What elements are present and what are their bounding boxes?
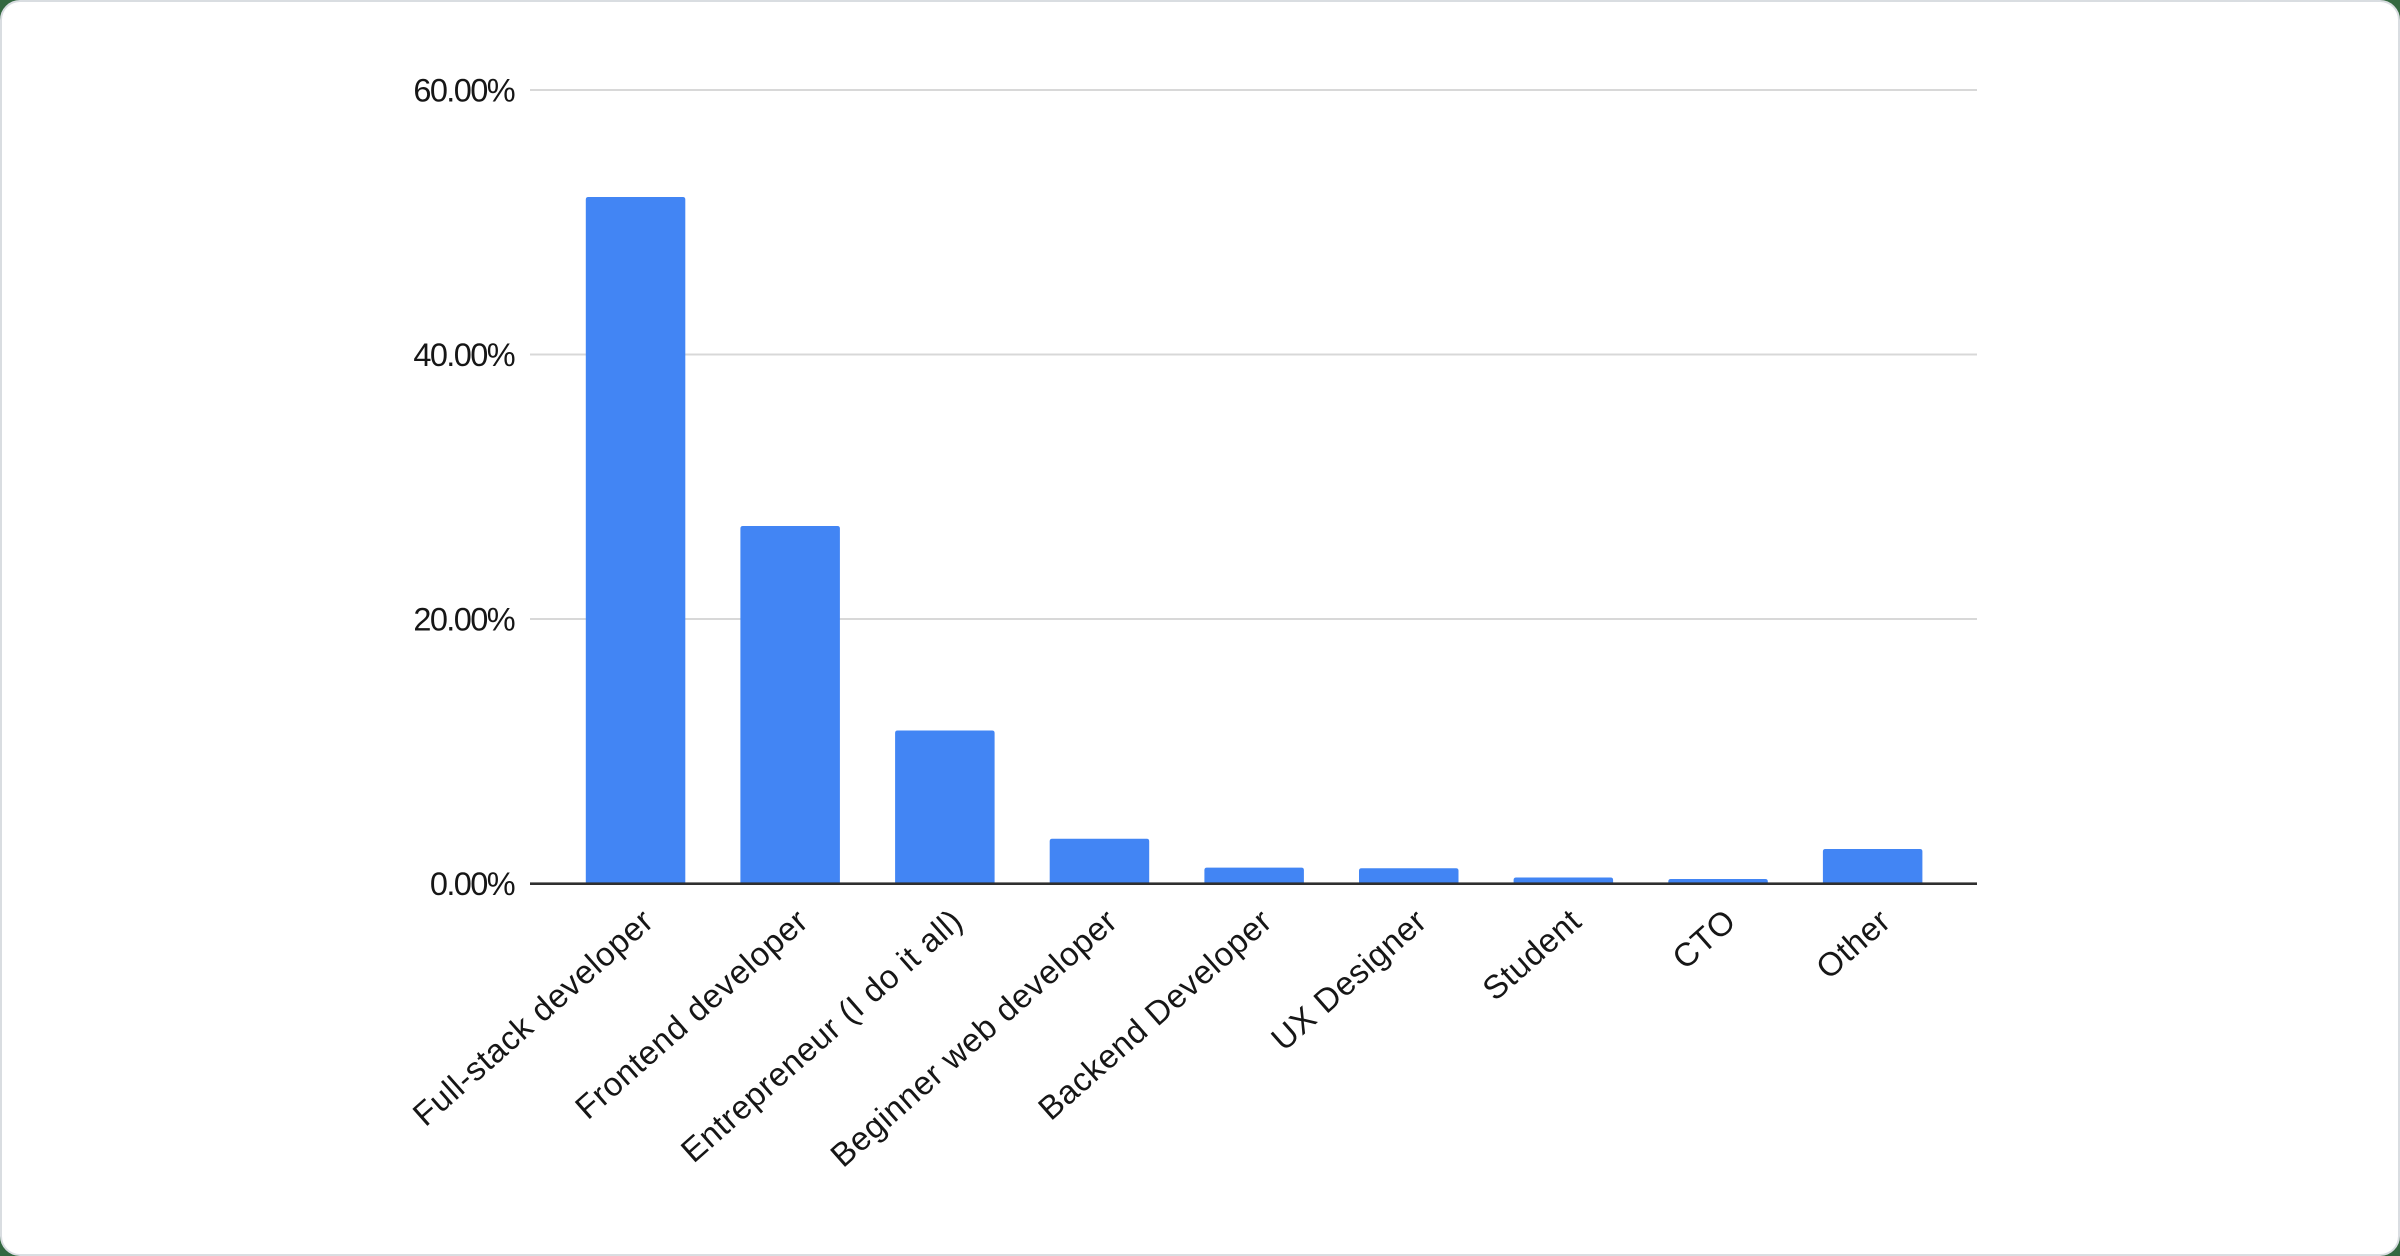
svg-text:20.00%: 20.00% xyxy=(413,602,514,638)
svg-text:Beginner web developer: Beginner web developer xyxy=(823,902,1124,1174)
svg-text:Entrepreneur (I do it all): Entrepreneur (I do it all) xyxy=(674,902,970,1170)
svg-text:UX Designer: UX Designer xyxy=(1264,902,1434,1058)
svg-text:0.00%: 0.00% xyxy=(430,866,515,902)
svg-text:CTO: CTO xyxy=(1665,902,1743,977)
svg-text:40.00%: 40.00% xyxy=(413,337,514,373)
svg-text:Other: Other xyxy=(1809,902,1898,986)
svg-text:60.00%: 60.00% xyxy=(413,73,514,109)
svg-text:Student: Student xyxy=(1475,902,1588,1008)
